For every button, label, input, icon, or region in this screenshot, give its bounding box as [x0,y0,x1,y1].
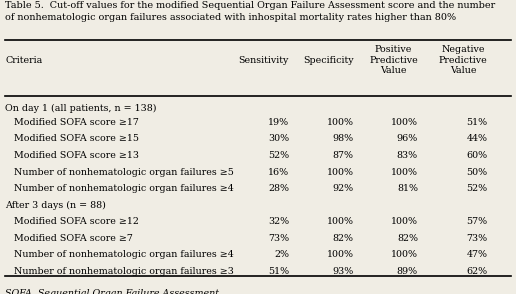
Text: Modified SOFA score ≥13: Modified SOFA score ≥13 [5,151,139,160]
Text: 100%: 100% [327,217,353,226]
Text: SOFA, Sequential Organ Failure Assessment.: SOFA, Sequential Organ Failure Assessmen… [5,289,222,294]
Text: Modified SOFA score ≥15: Modified SOFA score ≥15 [5,134,139,143]
Text: Modified SOFA score ≥7: Modified SOFA score ≥7 [5,234,133,243]
Text: 87%: 87% [332,151,353,160]
Text: 73%: 73% [466,234,488,243]
Text: 28%: 28% [268,184,289,193]
Text: 100%: 100% [327,118,353,127]
Text: 83%: 83% [397,151,418,160]
Text: 89%: 89% [397,267,418,276]
Text: 52%: 52% [268,151,289,160]
Text: 82%: 82% [397,234,418,243]
Text: Negative
Predictive
Value: Negative Predictive Value [439,45,488,75]
Text: 100%: 100% [327,168,353,176]
Text: 16%: 16% [268,168,289,176]
Text: 52%: 52% [466,184,488,193]
Text: 19%: 19% [268,118,289,127]
Text: 100%: 100% [327,250,353,259]
Text: 98%: 98% [332,134,353,143]
Text: Number of nonhematologic organ failures ≥5: Number of nonhematologic organ failures … [5,168,234,176]
Text: of nonhematologic organ failures associated with inhospital mortality rates high: of nonhematologic organ failures associa… [5,13,456,22]
Text: After 3 days (n = 88): After 3 days (n = 88) [5,201,106,210]
Text: 51%: 51% [466,118,488,127]
Text: 100%: 100% [391,250,418,259]
Text: 51%: 51% [268,267,289,276]
Text: Number of nonhematologic organ failures ≥4: Number of nonhematologic organ failures … [5,250,234,259]
Text: 32%: 32% [268,217,289,226]
Text: Specificity: Specificity [303,56,353,65]
Text: 100%: 100% [391,168,418,176]
Text: 81%: 81% [397,184,418,193]
Text: 30%: 30% [268,134,289,143]
Text: 93%: 93% [332,267,353,276]
Text: 82%: 82% [332,234,353,243]
Text: 44%: 44% [466,134,488,143]
Text: 73%: 73% [268,234,289,243]
Text: 100%: 100% [391,118,418,127]
Text: Positive
Predictive
Value: Positive Predictive Value [369,45,418,75]
Text: 47%: 47% [466,250,488,259]
Text: Sensitivity: Sensitivity [238,56,289,65]
Text: 50%: 50% [466,168,488,176]
Text: Table 5.  Cut-off values for the modified Sequential Organ Failure Assessment sc: Table 5. Cut-off values for the modified… [5,1,495,11]
Text: Modified SOFA score ≥17: Modified SOFA score ≥17 [5,118,139,127]
Text: 96%: 96% [397,134,418,143]
Text: 60%: 60% [466,151,488,160]
Text: 100%: 100% [391,217,418,226]
Text: 92%: 92% [332,184,353,193]
Text: Modified SOFA score ≥12: Modified SOFA score ≥12 [5,217,139,226]
Text: Number of nonhematologic organ failures ≥3: Number of nonhematologic organ failures … [5,267,234,276]
Text: Criteria: Criteria [5,56,42,65]
Text: On day 1 (all patients, n = 138): On day 1 (all patients, n = 138) [5,103,157,113]
Text: Number of nonhematologic organ failures ≥4: Number of nonhematologic organ failures … [5,184,234,193]
Text: 2%: 2% [274,250,289,259]
Text: 62%: 62% [466,267,488,276]
Text: 57%: 57% [466,217,488,226]
